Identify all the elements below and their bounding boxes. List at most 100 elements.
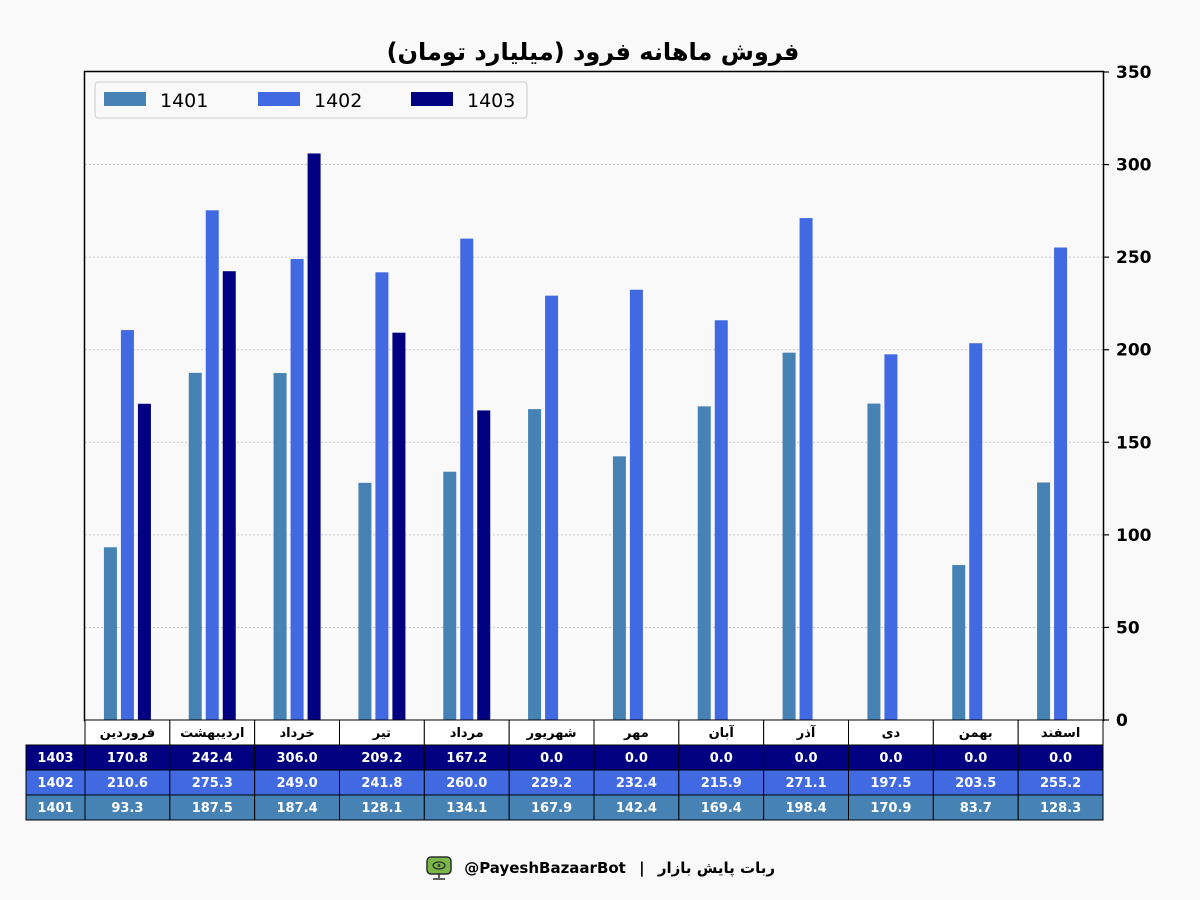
table-cell [1017, 794, 1104, 821]
table-cell-value: 306.0 [277, 751, 318, 766]
y-tick-label: 50 [1116, 618, 1140, 638]
y-tick-label: 200 [1116, 341, 1152, 361]
bar-1402 [545, 295, 559, 720]
table-cell-value: 241.8 [361, 776, 402, 791]
bar-1402 [1054, 247, 1068, 720]
month-label: شهریور [526, 726, 577, 741]
bar-1402 [714, 320, 728, 720]
table-cell-value: 0.0 [964, 751, 987, 766]
table-cell-value: 275.3 [192, 776, 233, 791]
table-cell-value: 187.4 [277, 801, 318, 816]
month-label: اردیبهشت [180, 726, 244, 741]
table-cell [423, 769, 510, 796]
bar-1402 [460, 238, 474, 720]
table-cell-value: 255.2 [1040, 776, 1081, 791]
y-axis: 0 50 100 150 200 250 300 350 [1103, 63, 1152, 731]
table-cell-value: 170.9 [870, 801, 911, 816]
bar-1402 [884, 354, 898, 720]
table-cell [1017, 744, 1104, 771]
bars [103, 153, 1068, 721]
bar-1401 [188, 372, 202, 720]
table-cell-value: 0.0 [879, 751, 902, 766]
table-cell [169, 794, 256, 821]
table-cell [678, 744, 765, 771]
table-cell-value: 215.9 [701, 776, 742, 791]
month-label: اسفند [1041, 726, 1080, 741]
legend-label-1402: 1402 [314, 90, 362, 112]
y-tick-label: 100 [1116, 526, 1152, 546]
y-tick-label: 350 [1116, 63, 1152, 83]
robot-icon [426, 856, 452, 880]
table-cell-value: 128.1 [361, 801, 402, 816]
table-cell-value: 242.4 [192, 751, 233, 766]
bar-1402 [120, 330, 134, 720]
bar-1403 [392, 332, 406, 720]
bar-1402 [375, 272, 389, 720]
bar-1403 [222, 271, 236, 720]
month-label: فروردین [100, 726, 155, 741]
bar-1402 [629, 289, 643, 720]
table-cell-value: 209.2 [361, 751, 402, 766]
bar-1401 [103, 547, 117, 720]
table-cell-value: 198.4 [786, 801, 827, 816]
table-cell [932, 744, 1019, 771]
bar-1401 [273, 373, 287, 720]
table-cell-value: 271.1 [786, 776, 827, 791]
table-row-label: 1403 [37, 751, 73, 766]
bar-1401 [1037, 482, 1051, 720]
table-cell-value: 197.5 [870, 776, 911, 791]
bar-1402 [290, 258, 304, 720]
data-table: فروردین اردیبهشت خرداد تیر مرداد شهریور مهر آبا… [25, 719, 1104, 821]
bar-1403 [137, 403, 151, 720]
table-cell-value: 249.0 [277, 776, 318, 791]
legend-box [94, 81, 528, 119]
table-cell-value: 210.6 [107, 776, 148, 791]
table-cell-value: 0.0 [540, 751, 563, 766]
table-cell [678, 794, 765, 821]
table-cell [678, 769, 765, 796]
table-cell-value: 0.0 [1049, 751, 1072, 766]
footer-label: ربات پایش بازار [657, 859, 776, 877]
legend-swatch-1402 [258, 92, 300, 106]
table-header-cell [932, 719, 1019, 746]
month-label: آذر [796, 724, 816, 741]
table-cell [508, 769, 595, 796]
legend-swatch-1401 [104, 92, 146, 106]
table-header-cell [508, 719, 595, 746]
bar-1401 [528, 409, 542, 720]
table-cell [1017, 769, 1104, 796]
table-header-cell [678, 719, 765, 746]
plot-frame [83, 70, 1105, 722]
table-cell-value: 167.2 [446, 751, 487, 766]
bar-1401 [782, 352, 796, 720]
bar-1402 [205, 210, 219, 721]
table-cell-value: 83.7 [960, 801, 992, 816]
table-cell-value: 128.3 [1040, 801, 1081, 816]
month-label: بهمن [959, 726, 993, 741]
table-cell [848, 744, 934, 771]
legend-label-1401: 1401 [160, 90, 208, 112]
bar-1401 [443, 471, 457, 720]
table-row-label: 1402 [37, 776, 73, 791]
bar-1403 [477, 410, 491, 720]
table-cell [763, 794, 850, 821]
table-cell-value: 260.0 [446, 776, 487, 791]
table-cell-value: 169.4 [701, 801, 742, 816]
legend-label-1403: 1403 [467, 90, 515, 112]
month-label: خرداد [279, 726, 314, 741]
table-cell-value: 0.0 [625, 751, 648, 766]
y-tick-label: 250 [1116, 248, 1152, 268]
table-header-cell [593, 719, 680, 746]
bar-1401 [867, 403, 881, 720]
table-header-cell [254, 719, 341, 746]
bar-1402 [799, 218, 813, 721]
table-cell [932, 794, 1019, 821]
table-cell-value: 167.9 [531, 801, 572, 816]
table-header-cell [1017, 719, 1104, 746]
table-cell [169, 744, 256, 771]
table-cell-value: 142.4 [616, 801, 657, 816]
legend-swatch-1403 [411, 92, 453, 106]
table-cell [254, 744, 341, 771]
bar-1403 [307, 153, 321, 720]
month-label: دی [882, 726, 901, 741]
